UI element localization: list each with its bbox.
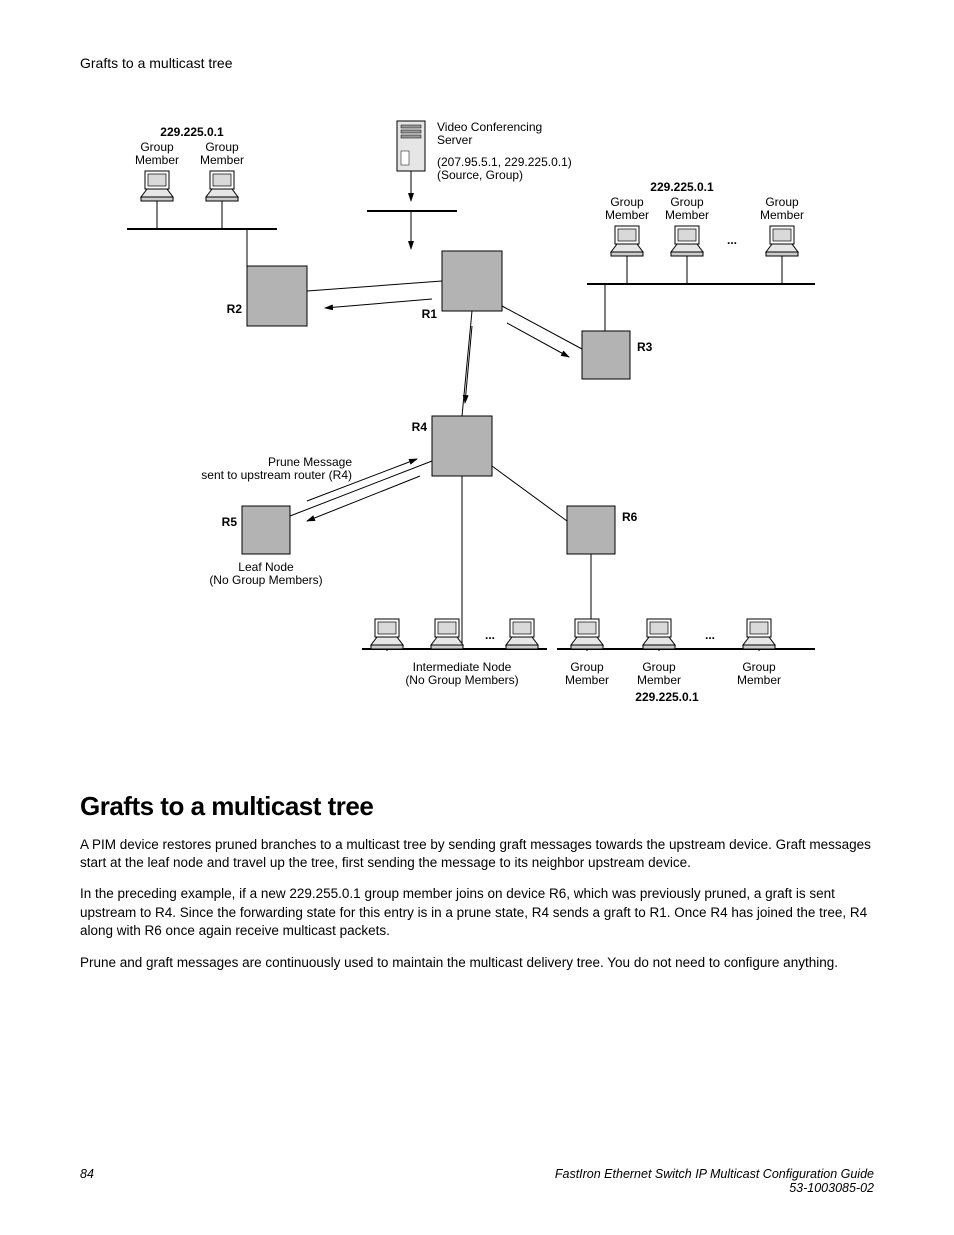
computer-icon: [743, 619, 775, 649]
r1-label: R1: [422, 307, 438, 321]
gm-label: Member: [565, 673, 609, 687]
server-name: Video Conferencing: [437, 120, 542, 134]
router-r6: [567, 506, 615, 554]
router-r2: [247, 266, 307, 326]
group-ip-2: 229.225.0.1: [650, 180, 714, 194]
gm-label: Member: [737, 673, 781, 687]
leaf-node-label: (No Group Members): [209, 573, 322, 587]
gm-label: Member: [135, 153, 179, 167]
computer-icon: [643, 619, 675, 649]
computer-icon: [571, 619, 603, 649]
gm-label: Group: [670, 195, 704, 209]
ellipsis: ...: [705, 628, 715, 642]
router-r3: [582, 331, 630, 379]
gm-label: Group: [570, 660, 604, 674]
page-number: 84: [80, 1167, 94, 1195]
gm-label: Group: [742, 660, 776, 674]
computer-icon: [371, 619, 403, 649]
network-diagram: 229.225.0.1 Group Member Group Member Vi…: [127, 111, 827, 761]
page-footer: 84 FastIron Ethernet Switch IP Multicast…: [80, 1167, 874, 1195]
computer-icon: [766, 226, 798, 256]
computer-icon: [671, 226, 703, 256]
computer-icon: [206, 171, 238, 201]
server-icon: [397, 121, 425, 171]
group-ip-3: 229.225.0.1: [635, 690, 699, 704]
r6-label: R6: [622, 510, 638, 524]
gm-label: Group: [642, 660, 676, 674]
ellipsis: ...: [485, 628, 495, 642]
paragraph-1: A PIM device restores pruned branches to…: [80, 836, 874, 872]
group-ip-1: 229.225.0.1: [160, 125, 224, 139]
ellipsis: ...: [727, 233, 737, 247]
gm-label: Group: [140, 140, 174, 154]
server-addr: (207.95.5.1, 229.225.0.1): [437, 155, 572, 169]
router-r4: [432, 416, 492, 476]
server-addr: (Source, Group): [437, 168, 523, 182]
computer-icon: [506, 619, 538, 649]
r2-label: R2: [227, 302, 243, 316]
inter-node-label: (No Group Members): [405, 673, 518, 687]
router-r5: [242, 506, 290, 554]
gm-label: Member: [760, 208, 804, 222]
paragraph-3: Prune and graft messages are continuousl…: [80, 954, 874, 972]
computer-icon: [431, 619, 463, 649]
gm-label: Member: [200, 153, 244, 167]
paragraph-2: In the preceding example, if a new 229.2…: [80, 885, 874, 940]
gm-label: Member: [665, 208, 709, 222]
gm-label: Group: [205, 140, 239, 154]
doc-title: FastIron Ethernet Switch IP Multicast Co…: [555, 1167, 874, 1181]
prune-msg: sent to upstream router (R4): [201, 468, 352, 482]
gm-label: Group: [765, 195, 799, 209]
computer-icon: [611, 226, 643, 256]
gm-label: Member: [605, 208, 649, 222]
r3-label: R3: [637, 340, 653, 354]
section-heading: Grafts to a multicast tree: [80, 791, 874, 822]
computer-icon: [141, 171, 173, 201]
page-container: Grafts to a multicast tree: [0, 0, 954, 1235]
r4-label: R4: [412, 420, 428, 434]
inter-node-label: Intermediate Node: [413, 660, 512, 674]
running-header: Grafts to a multicast tree: [80, 55, 874, 71]
gm-label: Group: [610, 195, 644, 209]
router-r1: [442, 251, 502, 311]
leaf-node-label: Leaf Node: [238, 560, 294, 574]
server-name: Server: [437, 133, 472, 147]
r5-label: R5: [222, 515, 238, 529]
doc-number: 53-1003085-02: [555, 1181, 874, 1195]
gm-label: Member: [637, 673, 681, 687]
prune-msg: Prune Message: [268, 455, 352, 469]
